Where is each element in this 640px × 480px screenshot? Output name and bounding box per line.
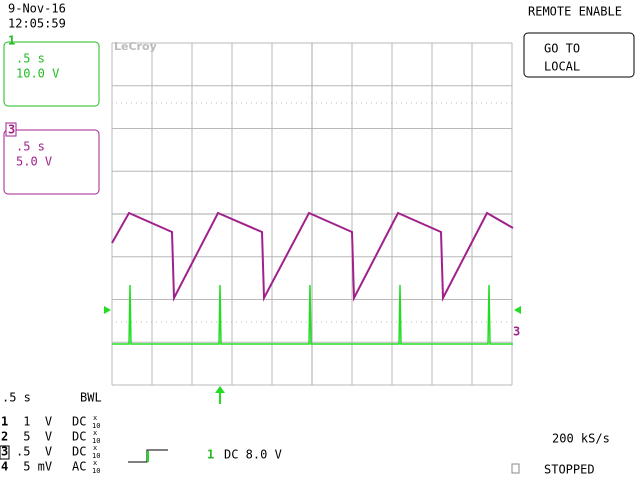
time: 12:05:59 <box>8 17 66 31</box>
channel-coupling: DC <box>72 415 86 429</box>
logo: LeCroy <box>114 40 157 53</box>
button-frame[interactable] <box>523 32 635 78</box>
trace-1-waveform <box>112 284 513 345</box>
trace-3-waveform <box>111 211 514 302</box>
channel-scale: 5 mV <box>16 460 52 474</box>
channel-scale: 1 V <box>16 415 52 429</box>
ground-marker: 3 <box>513 325 520 339</box>
status-timebase: .5 s <box>2 391 31 405</box>
probe-ratio: 10 <box>92 437 100 445</box>
trace-box-1[interactable]: 1 .5 s 10.0 V <box>3 34 100 107</box>
probe-x: x <box>93 459 97 467</box>
trace-frame[interactable] <box>3 129 100 195</box>
date: 9-Nov-16 <box>8 2 66 16</box>
trace-timebase: .5 s <box>16 140 45 154</box>
channel-coupling: DC <box>72 430 86 444</box>
trace-id-frame <box>5 122 17 137</box>
probe-ratio: 10 <box>92 452 100 460</box>
graticule-dots <box>116 102 512 323</box>
go-to-local-button[interactable]: GO TO LOCAL <box>523 32 635 78</box>
trace-timebase: .5 s <box>16 52 45 66</box>
channel-id: 2 <box>1 430 8 444</box>
trace-box-3[interactable]: 3 .5 s 5.0 V <box>3 122 100 195</box>
trigger-level-marker <box>104 306 111 314</box>
probe-ratio: 10 <box>92 422 100 430</box>
trace-scale: 10.0 V <box>16 67 59 81</box>
channel-scale: 5 V <box>16 430 52 444</box>
button-text[interactable]: LOCAL <box>544 60 580 74</box>
probe-x: x <box>93 429 97 437</box>
trace-scale: 5.0 V <box>16 155 52 169</box>
channel-id: 4 <box>1 460 8 474</box>
remote-status: REMOTE ENABLE <box>528 5 622 19</box>
graticule <box>111 42 513 386</box>
trigger-position-arrow <box>215 386 225 404</box>
arrow-head <box>215 386 225 393</box>
trace-id: 3 <box>8 123 15 137</box>
acquisition-state: STOPPED <box>544 463 595 477</box>
status-bwl: BWL <box>80 391 102 405</box>
trace-frame[interactable] <box>3 41 100 107</box>
button-text[interactable]: GO TO <box>544 42 580 56</box>
channel-coupling: DC <box>72 445 86 459</box>
probe-x: x <box>93 444 97 452</box>
probe-x: x <box>93 414 97 422</box>
trigger-setting: DC 8.0 V <box>224 448 282 462</box>
channel-scale: .5 V <box>16 445 52 459</box>
trigger-level-marker <box>514 306 521 314</box>
sample-rate: 200 kS/s <box>552 432 610 446</box>
probe-ratio: 10 <box>92 467 100 475</box>
channel-id-frame <box>0 445 10 460</box>
state-indicator <box>511 463 520 474</box>
channel-id: 3 <box>1 445 8 459</box>
channel-coupling: AC <box>72 460 86 474</box>
channel-id: 1 <box>1 415 8 429</box>
trigger-source: 1 <box>207 448 214 462</box>
trace-id: 1 <box>8 34 15 48</box>
